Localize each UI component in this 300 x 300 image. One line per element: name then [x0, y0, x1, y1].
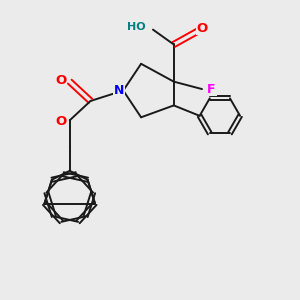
Text: F: F: [207, 82, 216, 96]
Text: HO: HO: [127, 22, 146, 32]
Text: O: O: [56, 74, 67, 87]
Text: N: N: [114, 84, 124, 97]
Text: O: O: [56, 115, 67, 128]
Text: O: O: [196, 22, 208, 34]
